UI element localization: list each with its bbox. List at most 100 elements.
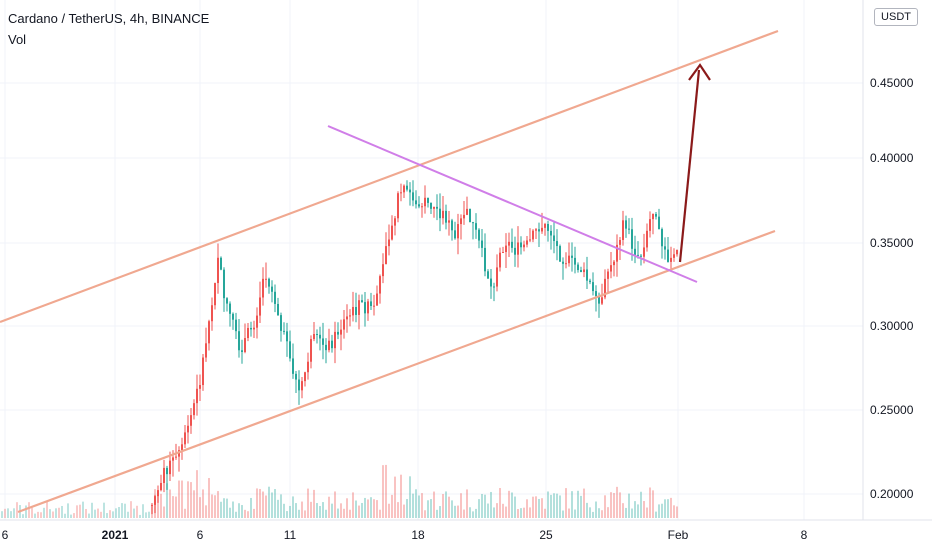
candle — [637, 241, 639, 259]
candle-body — [418, 204, 420, 207]
price-axis[interactable]: 0.45000 0.40000 0.35000 0.30000 0.25000 0.200… — [870, 76, 914, 501]
volume-bar — [292, 496, 294, 518]
currency-button[interactable]: USDT — [874, 8, 918, 26]
volume-bar — [571, 491, 573, 518]
volume-bar — [400, 474, 402, 518]
candle — [676, 249, 678, 257]
candle — [196, 374, 198, 416]
candle — [379, 274, 381, 304]
candle — [328, 328, 330, 353]
candle-body — [250, 327, 252, 330]
candle — [283, 322, 285, 335]
volume-bar — [439, 506, 441, 518]
candle — [655, 211, 657, 220]
volume-bar — [622, 503, 624, 518]
volume-bar — [607, 507, 609, 518]
volume-bar — [568, 508, 570, 518]
candle-body — [415, 200, 417, 205]
candle-body — [313, 334, 315, 340]
candle-body — [358, 300, 360, 315]
candle-body — [562, 261, 564, 264]
volume-bar — [64, 513, 66, 518]
volume-bar — [103, 502, 105, 518]
candle — [649, 211, 651, 238]
candle-body — [625, 220, 627, 229]
candle — [157, 485, 159, 503]
candle-body — [607, 271, 609, 279]
volume-bar — [535, 496, 537, 518]
volume-bar — [205, 505, 207, 518]
candle — [388, 224, 390, 256]
volume-bar — [502, 503, 504, 518]
projection-arrow-shaft — [678, 69, 701, 263]
candle — [634, 235, 636, 264]
volume-bar — [67, 503, 69, 518]
candle-body — [370, 301, 372, 306]
candle-body — [238, 331, 240, 351]
candle — [310, 335, 312, 369]
volume-bar — [397, 502, 399, 518]
volume-bar — [238, 503, 240, 518]
candle-body — [658, 216, 660, 230]
candle-body — [220, 257, 222, 270]
candle — [427, 197, 429, 208]
candle-body — [547, 223, 549, 231]
candle-body — [628, 228, 630, 230]
volume-bar — [277, 499, 279, 518]
candle — [358, 294, 360, 330]
candle-body — [325, 344, 327, 351]
volume-bar — [388, 503, 390, 518]
candle — [529, 228, 531, 243]
candle — [151, 502, 153, 515]
candle-body — [328, 340, 330, 351]
channel-lower-line — [17, 229, 776, 514]
time-axis[interactable]: 6 2021 6 11 18 25 Feb 8 — [0, 519, 932, 542]
candle — [550, 225, 552, 250]
volume-bar — [580, 495, 582, 518]
candle-body — [550, 230, 552, 236]
volume-indicator-label[interactable]: Vol — [8, 32, 27, 47]
candle — [568, 242, 570, 267]
volume-bar — [601, 510, 603, 518]
volume-bar — [496, 503, 498, 518]
volume-bar — [583, 488, 585, 518]
candle — [331, 334, 333, 353]
candle-body — [340, 329, 342, 335]
volume-bar — [334, 491, 336, 518]
volume-bar — [166, 483, 168, 518]
candle — [322, 322, 324, 360]
volume-bar — [379, 509, 381, 518]
volume-bar — [1, 511, 3, 518]
volume-bar — [175, 496, 177, 518]
candle-body — [559, 246, 561, 262]
volume-bar — [247, 511, 249, 518]
candle — [385, 232, 387, 265]
candle-body — [544, 223, 546, 228]
candle-body — [673, 254, 675, 258]
volume-bar — [181, 480, 183, 518]
volume-bar — [430, 499, 432, 518]
candle — [622, 210, 624, 246]
candle — [250, 321, 252, 337]
candle-body — [307, 361, 309, 373]
candle-body — [334, 331, 336, 349]
volume-bar — [541, 498, 543, 518]
candle — [421, 202, 423, 218]
volume-bar — [187, 481, 189, 518]
candle-body — [649, 219, 651, 231]
volume-bar — [49, 509, 51, 518]
candle-body — [385, 246, 387, 265]
candle-body — [343, 319, 345, 330]
candle-body — [373, 305, 375, 307]
candle-body — [520, 242, 522, 248]
candle — [448, 210, 450, 236]
volume-bar — [193, 490, 195, 518]
volume-bar — [55, 508, 57, 518]
volume-bar — [532, 496, 534, 518]
candle — [274, 284, 276, 313]
volume-bar — [658, 504, 660, 518]
volume-bar — [328, 496, 330, 518]
candle — [361, 294, 363, 303]
candle-body — [376, 293, 378, 306]
